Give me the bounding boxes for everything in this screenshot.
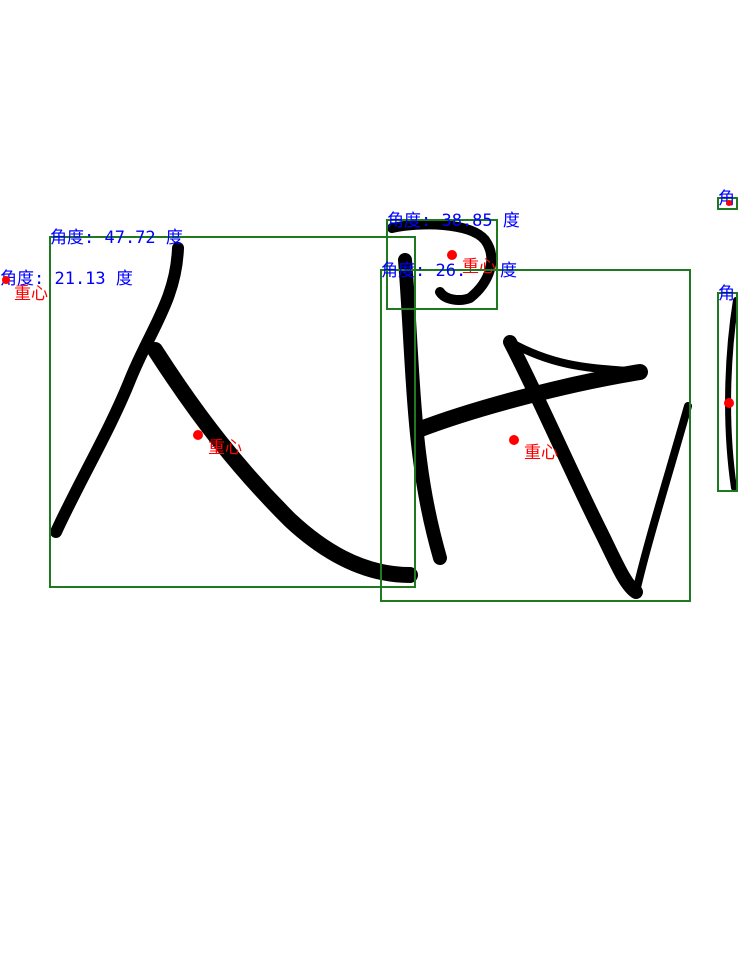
hook-stroke xyxy=(387,219,497,305)
centroid-label: 重心 xyxy=(208,438,242,458)
centroid-label: 重心 xyxy=(524,443,558,463)
dai-diagonal-stroke xyxy=(503,335,643,599)
angle-label: 角 xyxy=(718,189,735,209)
centroid-dot xyxy=(447,250,457,260)
bounding-box xyxy=(49,236,416,588)
region-glyph-dai: 角度: 26. 度 重心 xyxy=(380,261,691,602)
dai-vertical-stroke xyxy=(398,253,447,565)
centroid-label: 重心 xyxy=(14,284,48,304)
centroid-label: 重心 xyxy=(462,257,496,277)
region-glyph-hook: 角度: 38.85 度 重心 xyxy=(386,211,520,310)
ren-right-stroke xyxy=(147,342,418,583)
angle-label: 角度: 26. xyxy=(381,261,466,281)
dai-rising-stroke xyxy=(632,402,692,596)
bounding-box xyxy=(386,219,498,310)
region-far-left-fragment: 角度: 21.13 度 重心 xyxy=(0,269,133,304)
dai-top-connector xyxy=(506,338,644,376)
centroid-dot xyxy=(509,435,519,445)
centroid-dot xyxy=(2,276,10,284)
angle-label: 角度: 38.85 度 xyxy=(387,211,520,231)
bounding-box xyxy=(717,197,738,210)
angle-label: 角 xyxy=(718,284,735,304)
region-glyph-ren: 角度: 47.72 度 重心 xyxy=(49,228,416,588)
ink-strokes xyxy=(50,219,738,599)
angle-label: 角度: 47.72 度 xyxy=(50,228,183,248)
angle-label-tail: 度 xyxy=(500,261,517,281)
dai-horizontal-stroke xyxy=(410,364,648,438)
centroid-dot xyxy=(726,200,732,206)
region-right-small-fragment: 角 xyxy=(717,189,738,210)
bounding-box xyxy=(380,269,691,602)
region-right-edge-fragment: 角 xyxy=(717,284,738,492)
centroid-dot xyxy=(193,430,203,440)
centroid-dot xyxy=(724,398,734,408)
edge-fragment-stroke xyxy=(725,297,738,491)
bounding-box xyxy=(717,292,738,492)
ren-left-stroke xyxy=(50,242,184,538)
angle-label: 角度: 21.13 度 xyxy=(0,269,133,289)
